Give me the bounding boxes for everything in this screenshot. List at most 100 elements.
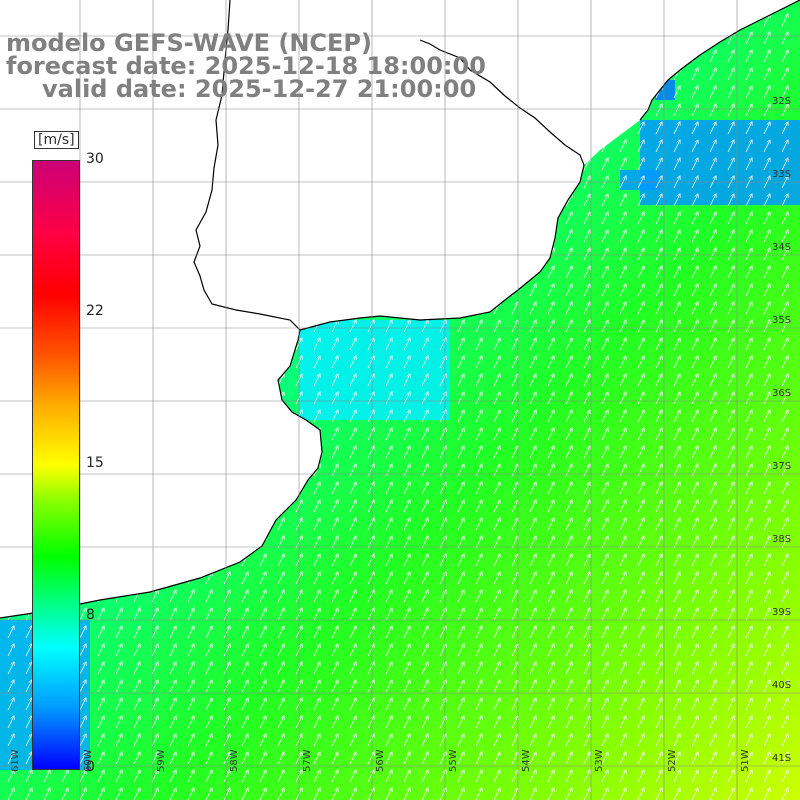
wind-arrow: [781, 608, 788, 621]
wind-arrow: [403, 536, 410, 549]
wind-arrow: [133, 392, 140, 405]
wind-arrow: [457, 410, 464, 423]
wind-arrow: [529, 500, 536, 513]
wind-patch: [620, 170, 660, 190]
wind-arrow: [313, 158, 320, 171]
wind-arrow: [133, 284, 140, 297]
wind-arrow: [169, 356, 176, 369]
wind-arrow: [421, 482, 428, 495]
wind-arrow: [727, 212, 734, 225]
wind-arrow: [7, 284, 14, 297]
wind-arrow: [511, 14, 518, 27]
wind-arrow: [691, 554, 698, 567]
wind-arrow: [115, 410, 122, 423]
wind-arrow: [385, 536, 392, 549]
wind-arrow: [115, 104, 122, 117]
wind-arrow: [349, 212, 356, 225]
wind-arrow: [133, 338, 140, 351]
wind-arrow: [403, 248, 410, 261]
wind-arrow: [655, 248, 662, 261]
wind-arrow: [583, 122, 590, 135]
wind-arrow: [583, 248, 590, 261]
wind-arrow: [745, 230, 752, 243]
wind-arrow: [313, 302, 320, 315]
wind-arrow: [7, 266, 14, 279]
wind-arrow: [637, 302, 644, 315]
wind-arrow: [457, 104, 464, 117]
wind-arrow: [205, 212, 212, 225]
wind-arrow: [421, 140, 428, 153]
wind-arrow: [133, 230, 140, 243]
wind-arrow: [727, 518, 734, 531]
wind-arrow: [763, 86, 770, 99]
wind-arrow: [97, 230, 104, 243]
wind-arrow: [349, 284, 356, 297]
wind-arrow: [583, 302, 590, 315]
wind-arrow: [421, 374, 428, 387]
wind-arrow: [709, 50, 716, 63]
wind-arrow: [511, 482, 518, 495]
wind-arrow: [745, 608, 752, 621]
lon-label: 55W: [448, 749, 459, 772]
wind-arrow: [331, 482, 338, 495]
wind-arrow: [637, 374, 644, 387]
wind-arrow: [25, 104, 32, 117]
wind-arrow: [223, 572, 230, 585]
wind-arrow: [637, 410, 644, 423]
wind-arrow: [565, 32, 572, 45]
wind-arrow: [565, 158, 572, 171]
wind-arrow: [565, 536, 572, 549]
wind-arrow: [565, 500, 572, 513]
wind-arrow: [223, 266, 230, 279]
wind-arrow: [349, 356, 356, 369]
wind-arrow: [421, 320, 428, 333]
wind-arrow: [277, 500, 284, 513]
wind-arrow: [709, 248, 716, 261]
wind-arrow: [475, 212, 482, 225]
wind-arrow: [583, 608, 590, 621]
wind-arrow: [277, 518, 284, 531]
wind-arrow: [637, 140, 644, 153]
wind-arrow: [547, 338, 554, 351]
wind-arrow: [7, 302, 14, 315]
wind-arrow: [763, 32, 770, 45]
wind-arrow: [259, 500, 266, 513]
wind-arrow: [169, 212, 176, 225]
wind-arrow: [169, 122, 176, 135]
wind-arrow: [277, 230, 284, 243]
wind-arrow: [97, 482, 104, 495]
wind-arrow: [637, 590, 644, 603]
wind-arrow: [475, 194, 482, 207]
wind-arrow: [223, 320, 230, 333]
wind-arrow: [187, 266, 194, 279]
wind-arrow: [691, 302, 698, 315]
wind-arrow: [601, 482, 608, 495]
wind-arrow: [79, 374, 86, 387]
wind-arrow: [205, 248, 212, 261]
wind-arrow: [619, 50, 626, 63]
wind-arrow: [187, 212, 194, 225]
wind-arrow: [79, 14, 86, 27]
wind-arrow: [691, 230, 698, 243]
wind-arrow: [619, 590, 626, 603]
wind-arrow: [727, 320, 734, 333]
wind-arrow: [241, 320, 248, 333]
wind-arrow: [223, 194, 230, 207]
wind-arrow: [655, 68, 662, 81]
wind-arrow: [529, 50, 536, 63]
wind-arrow: [619, 338, 626, 351]
wind-arrow: [583, 50, 590, 63]
wind-arrow: [493, 338, 500, 351]
wind-arrow: [313, 14, 320, 27]
wind-arrow: [79, 284, 86, 297]
wind-arrow: [475, 266, 482, 279]
wind-arrow: [727, 410, 734, 423]
wind-arrow: [601, 590, 608, 603]
lon-label: 56W: [375, 749, 386, 772]
wind-arrow: [205, 410, 212, 423]
wind-arrow: [691, 158, 698, 171]
wind-arrow: [331, 284, 338, 297]
wind-arrow: [493, 68, 500, 81]
wind-arrow: [655, 608, 662, 621]
